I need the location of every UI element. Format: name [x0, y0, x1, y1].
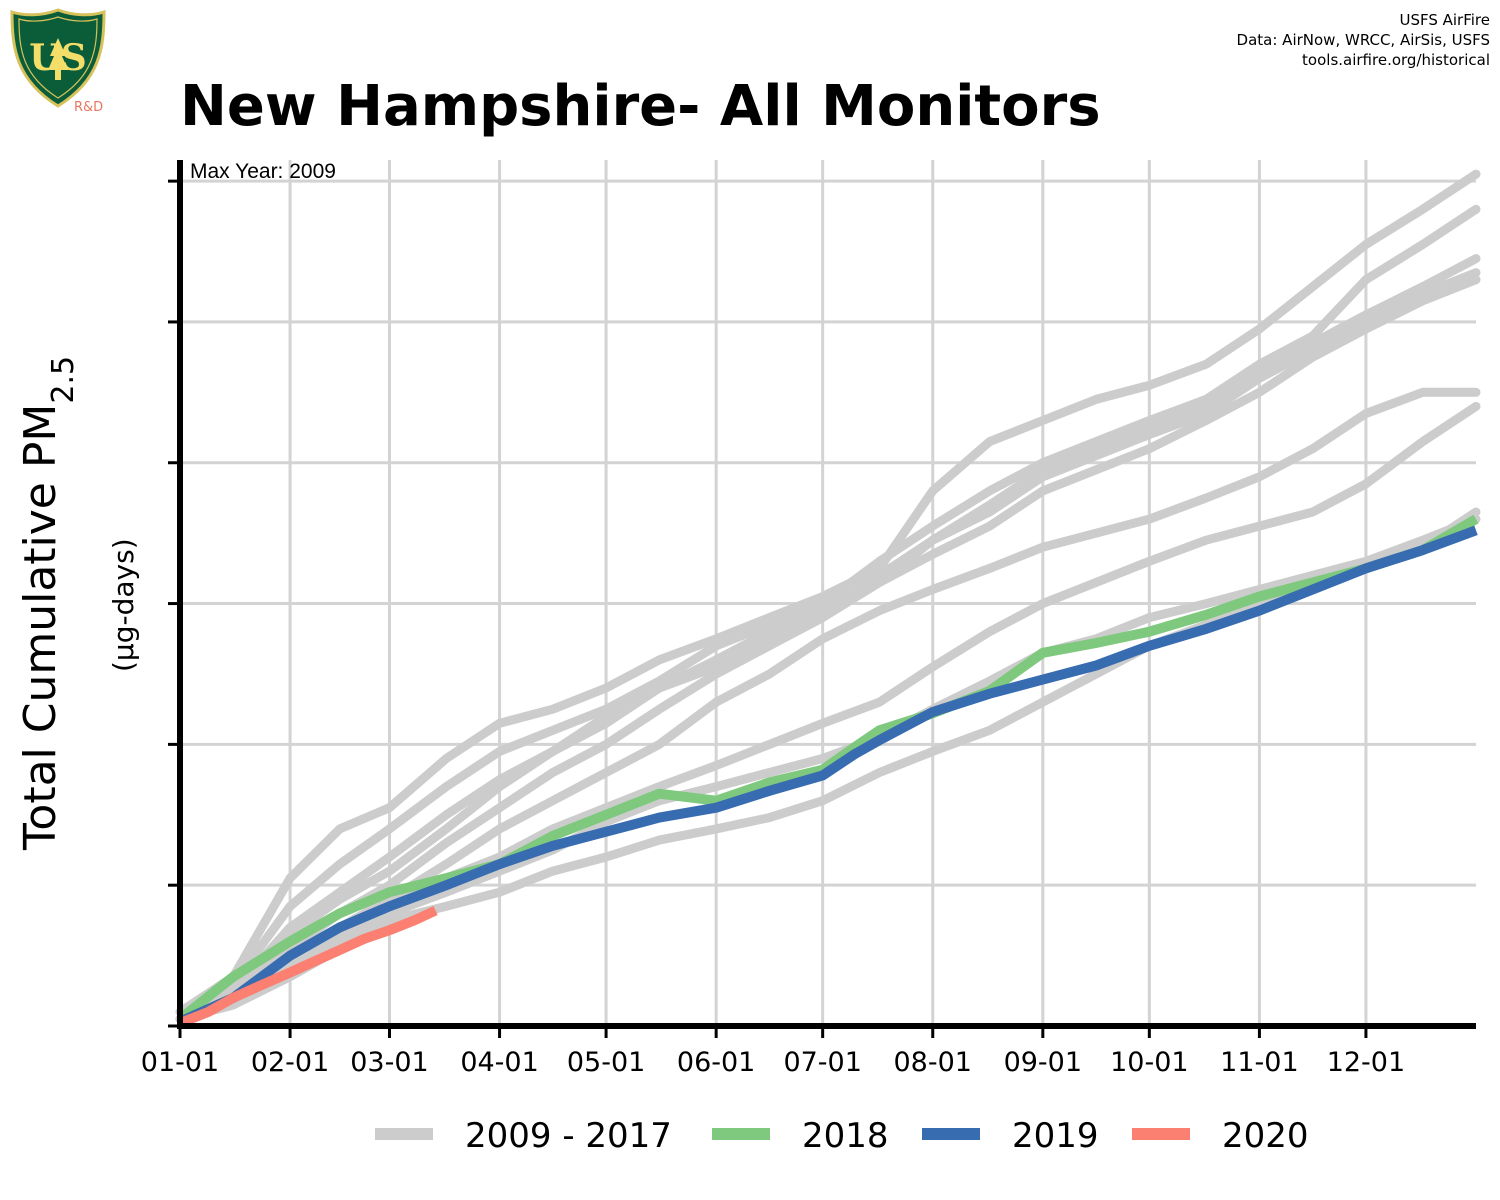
max-year-annotation: Max Year: 2009 — [190, 160, 336, 183]
historical-series-line-1 — [175, 169, 1481, 1017]
x-tick-label-05-01: 05-01 — [567, 1047, 645, 1078]
x-tick-label-10-01: 10-01 — [1110, 1047, 1188, 1078]
x-tick-label-03-01: 03-01 — [350, 1047, 428, 1078]
y-axis-units-text: (µg-days) — [107, 538, 140, 672]
historical-series-line-9 — [175, 507, 1481, 1024]
credits-line-3: tools.airfire.org/historical — [1302, 51, 1490, 69]
x-tick-label-08-01: 08-01 — [894, 1047, 972, 1078]
x-tick-label-02-01: 02-01 — [251, 1047, 329, 1078]
x-tick-label-04-01: 04-01 — [460, 1047, 538, 1078]
legend: 2009 - 2017 2018 2019 2020 — [375, 1116, 1309, 1156]
x-tick-label-09-01: 09-01 — [1004, 1047, 1082, 1078]
y-axis-units: (µg-days) — [107, 538, 140, 672]
credits-line-2: Data: AirNow, WRCC, AirSis, USFS — [1236, 31, 1490, 49]
x-tick-label-12-01: 12-01 — [1327, 1047, 1405, 1078]
x-tick-label-07-01: 07-01 — [783, 1047, 861, 1078]
svg-text:Total Cumulative PM2.5: Total Cumulative PM2.5 — [15, 356, 81, 851]
historical-series-group — [175, 169, 1481, 1024]
usfs-logo-icon: US — [10, 8, 106, 108]
legend-label-2018: 2018 — [802, 1116, 889, 1156]
historical-series-line-8 — [175, 514, 1481, 1024]
x-tick-label-06-01: 06-01 — [677, 1047, 755, 1078]
axes — [168, 160, 1476, 1038]
chart-title: New Hampshire- All Monitors — [180, 74, 1101, 139]
y-axis-label: Total Cumulative PM2.5 — [15, 356, 81, 851]
x-tick-labels: 01-01 02-01 03-01 04-01 05-01 06-01 07-01 08-01… — [141, 1047, 1405, 1078]
historical-series-line-6 — [175, 387, 1481, 1024]
historical-series-line-5 — [175, 275, 1481, 1024]
y-axis-label-subscript: 2.5 — [46, 356, 81, 404]
historical-series-line-2 — [175, 204, 1481, 1024]
x-tick-label-11-01: 11-01 — [1220, 1047, 1298, 1078]
legend-label-2019: 2019 — [1012, 1116, 1099, 1156]
credits-block: USFS AirFire Data: AirNow, WRCC, AirSis,… — [1237, 10, 1490, 70]
legend-label-2020: 2020 — [1222, 1116, 1309, 1156]
series-line-2018 — [176, 514, 1479, 1023]
highlight-series-group — [176, 514, 1479, 1028]
y-axis-label-main: Total Cumulative PM — [15, 404, 66, 851]
historical-series-line-4 — [175, 268, 1481, 1024]
legend-label-historical: 2009 - 2017 — [465, 1116, 672, 1156]
credits-line-1: USFS AirFire — [1399, 11, 1490, 29]
series-line-2020 — [178, 905, 438, 1028]
logo-subtext: R&D — [74, 100, 104, 115]
x-tick-label-01-01: 01-01 — [141, 1047, 219, 1078]
series-line-2019 — [177, 525, 1478, 1027]
